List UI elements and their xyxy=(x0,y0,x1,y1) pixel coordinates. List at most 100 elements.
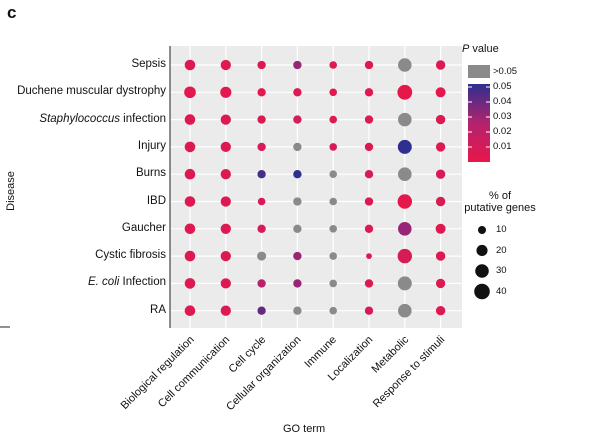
dot-2-3 xyxy=(293,115,302,124)
dot-3-7 xyxy=(435,142,446,152)
y-tick-label: E. coli Infection xyxy=(88,276,166,289)
dot-4-4 xyxy=(329,170,338,178)
dot-6-7 xyxy=(435,223,446,234)
dot-8-4 xyxy=(329,279,338,288)
dot-3-1 xyxy=(220,141,231,153)
dot-8-5 xyxy=(364,279,374,288)
legend-size-label: 40 xyxy=(496,285,507,297)
dot-1-5 xyxy=(364,88,374,97)
dot-8-3 xyxy=(293,279,302,288)
dot-2-6 xyxy=(398,112,412,127)
dot-7-3 xyxy=(293,251,302,261)
legend-size-label: 10 xyxy=(496,224,507,235)
y-tick-label: Staphylococcus infection xyxy=(39,112,166,125)
dot-1-4 xyxy=(329,88,338,97)
dot-5-5 xyxy=(364,197,374,206)
dot-6-5 xyxy=(364,224,374,233)
dot-3-3 xyxy=(293,142,302,152)
dot-7-2 xyxy=(257,251,267,261)
dot-0-6 xyxy=(398,58,412,72)
dot-1-6 xyxy=(397,84,413,100)
dot-3-0 xyxy=(184,141,196,153)
dot-3-6 xyxy=(397,139,412,154)
legend-color-tick-label: 0.01 xyxy=(493,141,512,152)
dot-9-2 xyxy=(257,306,266,315)
dot-9-4 xyxy=(329,306,338,315)
dot-5-2 xyxy=(257,197,266,206)
y-tick-label: Injury xyxy=(137,139,166,152)
dot-1-2 xyxy=(257,88,266,97)
legend-color-tick-label: 0.02 xyxy=(493,126,512,137)
dot-7-5 xyxy=(366,253,372,259)
legend-size-dot xyxy=(478,226,486,234)
dot-4-2 xyxy=(257,170,266,179)
dot-8-0 xyxy=(184,278,196,289)
dot-4-0 xyxy=(184,168,196,180)
plot-background xyxy=(170,46,462,328)
dot-9-5 xyxy=(364,306,374,315)
dot-8-7 xyxy=(435,278,446,289)
dot-4-6 xyxy=(398,167,412,181)
dot-5-1 xyxy=(220,196,231,207)
dot-0-1 xyxy=(220,59,231,71)
dot-2-1 xyxy=(220,114,231,125)
dot-2-0 xyxy=(184,114,196,125)
legend-size-title: % of putative genes xyxy=(464,190,536,214)
dot-9-1 xyxy=(220,305,231,316)
legend-size-dot xyxy=(475,264,489,278)
dot-9-0 xyxy=(184,305,196,316)
dot-5-7 xyxy=(435,196,446,207)
dot-3-2 xyxy=(257,142,266,152)
dot-9-3 xyxy=(293,306,302,315)
dot-2-5 xyxy=(364,115,374,124)
dot-2-4 xyxy=(329,115,338,124)
dot-7-7 xyxy=(435,251,446,261)
dot-8-2 xyxy=(257,279,266,288)
dot-0-5 xyxy=(364,60,374,70)
dot-3-4 xyxy=(329,143,338,151)
y-tick-label: Duchene muscular dystrophy xyxy=(17,85,166,98)
dots-layer xyxy=(184,58,446,318)
legend-color-tick-label: 0.04 xyxy=(493,96,512,107)
legend xyxy=(468,65,490,300)
legend-not-significant-swatch xyxy=(468,65,490,78)
dot-1-0 xyxy=(184,86,196,99)
legend-color-tick-label: 0.05 xyxy=(493,81,512,92)
dot-6-6 xyxy=(398,222,412,236)
y-axis-title: Disease xyxy=(5,171,17,211)
dot-7-1 xyxy=(220,250,231,262)
y-tick-label: IBD xyxy=(146,194,166,207)
dot-4-7 xyxy=(435,169,446,179)
dot-6-3 xyxy=(293,224,302,233)
y-tick-label: Sepsis xyxy=(131,58,166,70)
dot-0-0 xyxy=(184,59,196,71)
dot-7-6 xyxy=(397,248,412,264)
dot-5-3 xyxy=(293,197,302,206)
dot-6-2 xyxy=(257,224,266,233)
dot-5-6 xyxy=(397,194,412,209)
dot-0-7 xyxy=(435,60,446,70)
dot-1-7 xyxy=(435,87,446,98)
dot-8-1 xyxy=(220,278,231,289)
dot-0-2 xyxy=(257,60,266,70)
dot-0-4 xyxy=(329,61,338,69)
dot-7-4 xyxy=(329,252,338,260)
dot-1-3 xyxy=(293,88,302,97)
dot-6-0 xyxy=(184,223,196,235)
y-tick-label: RA xyxy=(150,303,166,316)
y-tick-label: Gaucher xyxy=(121,221,166,234)
dot-7-0 xyxy=(184,250,196,262)
legend-size-dot xyxy=(474,283,490,300)
dot-2-2 xyxy=(257,115,266,124)
dot-2-7 xyxy=(435,114,446,125)
dot-5-0 xyxy=(184,196,196,207)
y-tick-label: Burns xyxy=(135,167,166,180)
dot-8-6 xyxy=(397,276,412,291)
legend-size-label: 20 xyxy=(496,244,507,256)
dot-6-1 xyxy=(220,223,231,234)
dot-4-5 xyxy=(364,170,374,179)
legend-color-bar xyxy=(468,84,490,162)
y-tick-label: Cystic fibrosis xyxy=(95,249,166,262)
dot-4-3 xyxy=(293,170,302,179)
